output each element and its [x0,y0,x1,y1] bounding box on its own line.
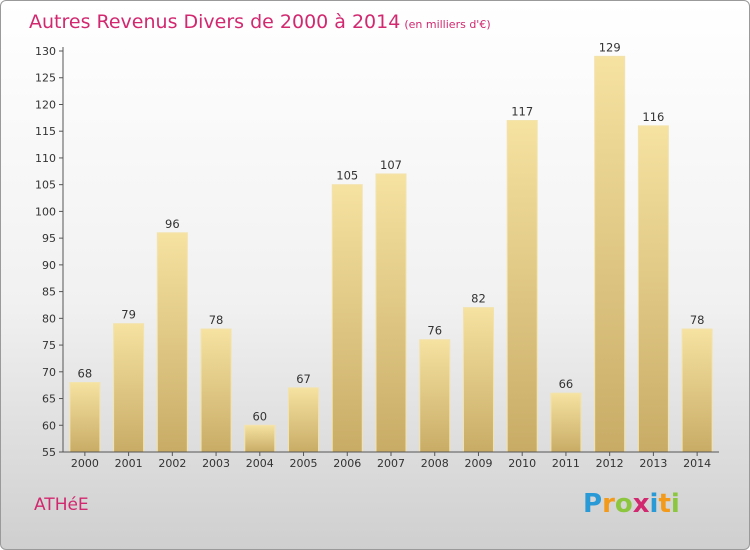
y-tick-label: 130 [35,45,56,58]
bar-2005 [288,387,320,453]
data-label-2013: 116 [642,110,664,124]
logo-letter: P [583,489,603,519]
x-tick-label-2012: 2012 [596,457,624,470]
bar-2010 [506,120,538,453]
x-tick-label-2004: 2004 [246,457,274,470]
y-tick-label: 110 [35,152,56,165]
data-label-2003: 78 [209,313,224,327]
x-tick-label-2009: 2009 [464,457,492,470]
axis-layer: 55 60 65 70 75 80 85 90 95 100 105 110 115 120 125 130 2… [35,45,719,470]
bar-2000 [69,381,101,453]
chart-unit: (en milliers d'€) [404,18,491,31]
bars-layer [69,55,713,453]
logo-letter: i [649,489,659,519]
y-tick-label: 65 [42,393,56,406]
logo-letter: o [614,489,633,519]
chart-title-text: Autres Revenus Divers de 2000 à 2014 [29,11,401,33]
logo-letter: i [670,489,680,519]
bar-2001 [113,323,145,453]
bar-2012 [594,55,626,453]
data-label-2001: 79 [121,308,136,322]
data-label-2005: 67 [296,372,311,386]
y-tick-label: 105 [35,179,56,192]
labels-layer: 68 79 96 78 60 67 105 107 76 82 117 66 129 116 78 [78,40,705,423]
y-tick-label: 120 [35,98,56,111]
data-label-2000: 68 [78,366,93,380]
y-tick-label: 95 [42,232,56,245]
y-tick-label: 70 [42,366,56,379]
x-tick-label-2003: 2003 [202,457,230,470]
x-tick-label-2013: 2013 [639,457,667,470]
chart-title: Autres Revenus Divers de 2000 à 2014 (en … [29,11,491,33]
bar-2009 [462,307,494,453]
x-tick-label-2014: 2014 [683,457,711,470]
bar-2014 [681,328,713,453]
bar-2004 [244,424,276,453]
x-tick-label-2002: 2002 [158,457,186,470]
data-label-2014: 78 [690,313,705,327]
data-label-2012: 129 [599,40,621,54]
y-tick-label: 85 [42,286,56,299]
x-tick-label-2008: 2008 [421,457,449,470]
y-tick-label: 75 [42,339,56,352]
data-label-2010: 117 [511,105,533,119]
data-label-2006: 105 [336,169,358,183]
data-label-2011: 66 [559,377,574,391]
data-label-2008: 76 [427,324,442,338]
commune-name: ATHéE [34,495,89,515]
bar-2007 [375,173,407,453]
data-label-2004: 60 [252,409,267,423]
data-label-2002: 96 [165,217,180,231]
logo-letter: r [602,489,615,519]
x-tick-label-2011: 2011 [552,457,580,470]
bar-2013 [637,125,669,453]
y-tick-label: 125 [35,72,56,85]
bar-2003 [200,328,232,453]
y-tick-label: 55 [42,446,56,459]
bar-2006 [331,184,363,453]
bar-2008 [419,339,451,453]
y-tick-label: 115 [35,125,56,138]
y-tick-label: 100 [35,205,56,218]
data-label-2007: 107 [380,158,402,172]
y-tick-label: 80 [42,312,56,325]
logo-letter: x [632,489,650,519]
logo-letter: t [658,489,671,519]
x-tick-label-2010: 2010 [508,457,536,470]
x-tick-label-2001: 2001 [115,457,143,470]
y-tick-label: 60 [42,419,56,432]
x-tick-label-2006: 2006 [333,457,361,470]
x-tick-label-2007: 2007 [377,457,405,470]
bar-2011 [550,392,582,453]
x-tick-label-2000: 2000 [71,457,99,470]
y-tick-label: 90 [42,259,56,272]
x-tick-label-2005: 2005 [290,457,318,470]
data-label-2009: 82 [471,292,486,306]
proxiti-logo: Proxiti [583,489,680,521]
bar-2002 [156,232,188,453]
